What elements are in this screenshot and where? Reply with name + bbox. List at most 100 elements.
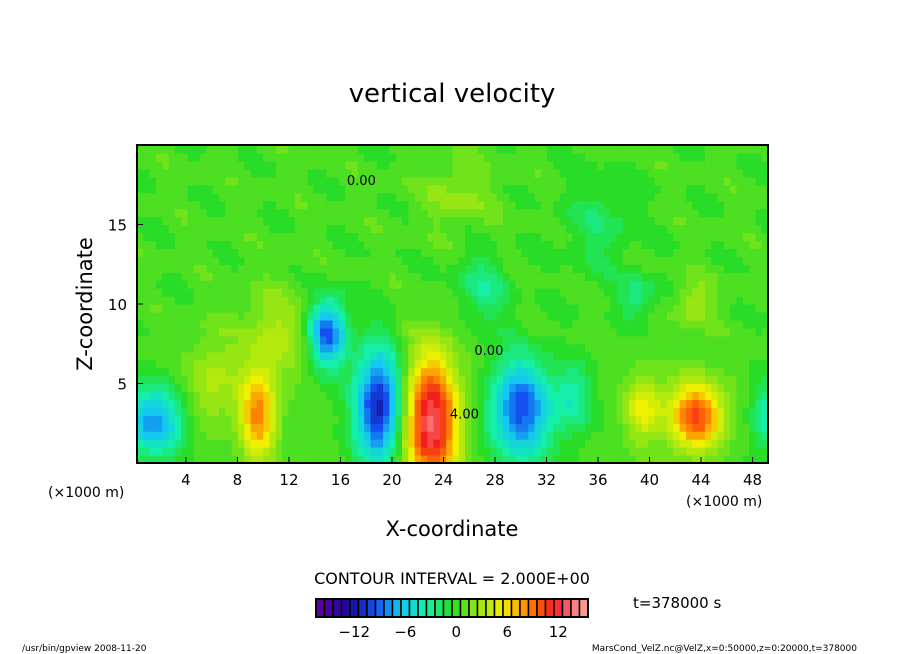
field-cell: [439, 272, 447, 281]
field-cell: [313, 296, 321, 305]
field-cell: [736, 343, 744, 353]
field-cell: [193, 216, 201, 226]
field-cell: [540, 359, 548, 369]
field-cell: [502, 415, 510, 424]
field-cell: [742, 455, 750, 464]
field-cell: [736, 304, 744, 313]
field-cell: [742, 160, 750, 170]
field-cell: [357, 447, 365, 456]
field-cell: [502, 288, 510, 297]
field-cell: [389, 232, 397, 241]
field-cell: [332, 272, 340, 281]
field-cell: [389, 391, 397, 400]
field-cell: [357, 383, 365, 393]
field-cell: [155, 407, 163, 416]
field-cell: [540, 407, 548, 416]
field-cell: [282, 296, 290, 305]
field-cell: [471, 407, 479, 416]
field-cell: [515, 168, 523, 178]
field-cell: [357, 208, 365, 218]
field-cell: [635, 383, 643, 393]
field-cell: [572, 216, 580, 226]
field-cell: [332, 327, 340, 337]
field-cell: [269, 280, 277, 289]
field-cell: [509, 216, 517, 226]
field-cell: [679, 232, 687, 241]
field-cell: [225, 343, 233, 353]
field-cell: [654, 288, 662, 297]
field-cell: [357, 168, 365, 178]
field-cell: [597, 431, 605, 440]
field-cell: [534, 319, 542, 329]
field-cell: [168, 399, 176, 408]
field-cell: [559, 264, 567, 273]
field-cell: [193, 311, 201, 321]
field-cell: [572, 455, 580, 464]
field-cell: [319, 145, 327, 154]
field-cell: [704, 240, 712, 249]
field-cell: [761, 200, 769, 210]
field-cell: [553, 431, 561, 440]
field-cell: [212, 439, 220, 448]
field-cell: [742, 431, 750, 440]
field-cell: [263, 224, 271, 234]
field-cell: [294, 351, 302, 361]
field-cell: [572, 351, 580, 361]
field-cell: [465, 152, 473, 162]
y-tick-label: 15: [108, 217, 127, 235]
field-cell: [439, 232, 447, 241]
field-cell: [414, 327, 422, 337]
field-cell: [717, 160, 725, 170]
field-cell: [357, 311, 365, 321]
field-cell: [357, 192, 365, 202]
field-cell: [219, 272, 226, 281]
field-cell: [496, 351, 504, 361]
field-cell: [244, 168, 252, 178]
field-cell: [704, 168, 712, 178]
field-cell: [389, 224, 397, 234]
field-cell: [484, 375, 491, 385]
field-cell: [616, 296, 624, 305]
field-cell: [206, 288, 214, 297]
field-cell: [641, 367, 649, 377]
field-cell: [143, 272, 151, 281]
field-cell: [149, 296, 157, 305]
field-cell: [420, 343, 428, 353]
field-cell: [168, 311, 176, 321]
field-cell: [212, 319, 220, 329]
field-cell: [502, 200, 510, 210]
field-cell: [420, 407, 428, 416]
field-cell: [307, 160, 315, 170]
field-cell: [685, 311, 693, 321]
field-cell: [383, 264, 390, 273]
field-cell: [616, 319, 624, 329]
field-cell: [313, 423, 321, 432]
field-cell: [345, 208, 353, 218]
field-cell: [225, 145, 233, 154]
field-cell: [730, 431, 738, 440]
field-cell: [528, 423, 536, 432]
field-cell: [439, 391, 447, 400]
field-cell: [427, 288, 435, 297]
field-cell: [288, 391, 296, 400]
field-cell: [711, 359, 719, 369]
field-cell: [250, 232, 258, 241]
field-cell: [679, 216, 687, 226]
footer-right: MarsCond_VelZ.nc@VelZ,x=0:50000,z=0:2000…: [592, 644, 857, 654]
field-cell: [654, 351, 662, 361]
field-cell: [515, 399, 523, 408]
field-cell: [578, 208, 586, 218]
field-cell: [698, 439, 706, 448]
field-cell: [446, 160, 454, 170]
field-cell: [187, 176, 195, 186]
field-cell: [704, 319, 712, 329]
field-cell: [294, 335, 302, 345]
field-cell: [439, 383, 447, 393]
field-cell: [168, 455, 176, 464]
field-cell: [427, 319, 435, 329]
field-cell: [704, 367, 712, 377]
field-cell: [263, 351, 271, 361]
field-cell: [446, 304, 454, 313]
field-cell: [553, 216, 561, 226]
field-cell: [414, 248, 422, 257]
